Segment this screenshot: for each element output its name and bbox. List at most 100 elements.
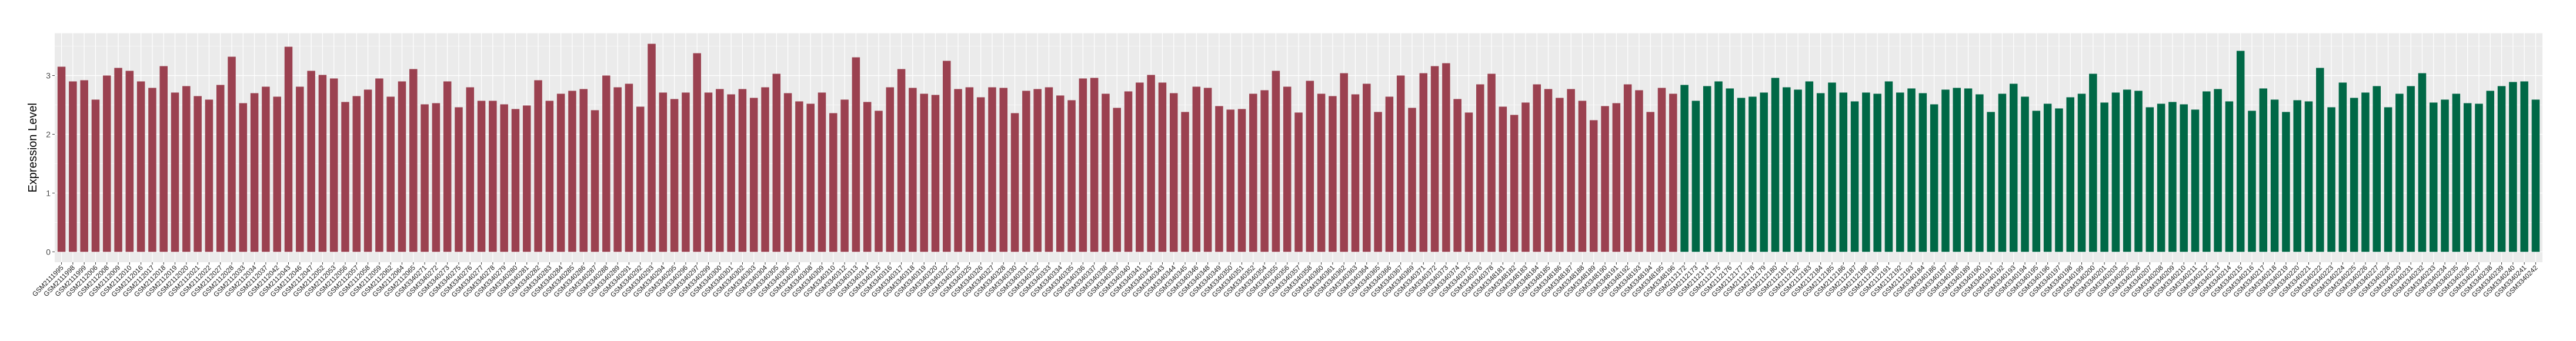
bar (2021, 96, 2029, 252)
bar (2327, 107, 2335, 252)
bar (1589, 120, 1598, 252)
bar (307, 71, 315, 252)
bar (556, 93, 565, 252)
bar (2418, 73, 2427, 252)
bar (159, 66, 168, 252)
bar (1010, 113, 1019, 252)
bar (1329, 96, 1337, 252)
bar (2111, 92, 2120, 252)
bar (2452, 93, 2461, 252)
bar (193, 96, 202, 252)
bar (443, 81, 452, 252)
bar (761, 87, 769, 252)
bar (931, 95, 940, 252)
bar (613, 87, 622, 252)
bar (296, 86, 304, 252)
bar (511, 109, 520, 252)
bar (489, 101, 497, 252)
bar (954, 89, 962, 252)
bar (1533, 84, 1541, 252)
bar (1363, 83, 1371, 252)
bar (1499, 106, 1507, 252)
bar (1272, 71, 1280, 252)
bar (1556, 98, 1564, 252)
bar (875, 111, 883, 252)
bar (228, 56, 236, 252)
bar (1521, 102, 1530, 252)
bar (863, 102, 872, 252)
bar (682, 92, 690, 252)
bar (2077, 93, 2086, 252)
bar (1158, 82, 1167, 252)
bar (1941, 89, 1950, 252)
bar (783, 93, 792, 252)
bar (1169, 93, 1178, 252)
bar (2134, 91, 2143, 252)
bar (727, 94, 735, 252)
bar (250, 93, 259, 252)
bar (2157, 103, 2165, 252)
bar (1907, 88, 1916, 252)
bar (1578, 101, 1587, 252)
bar (1783, 87, 1791, 252)
bar (976, 97, 985, 252)
bar (909, 88, 917, 252)
bar (2066, 97, 2074, 252)
bar (1816, 93, 1825, 252)
bar (341, 102, 349, 252)
bar (2270, 99, 2279, 252)
bar (1646, 112, 1654, 252)
bar (897, 69, 906, 252)
bar (999, 88, 1008, 252)
bar (2043, 103, 2052, 252)
bar (1067, 100, 1076, 252)
bar (602, 75, 610, 252)
bar (2293, 100, 2301, 252)
bar (2463, 103, 2472, 252)
bar (205, 99, 213, 252)
bar (1714, 81, 1723, 252)
bar (216, 85, 225, 252)
bar (1862, 92, 1870, 252)
bar (1805, 81, 1814, 252)
bar (421, 104, 429, 252)
bar (568, 91, 576, 252)
bar (2009, 83, 2018, 252)
bar (125, 71, 134, 252)
bar (1056, 95, 1065, 252)
bar (1726, 88, 1734, 252)
bar (1680, 85, 1689, 252)
bar (670, 99, 679, 252)
bar (318, 75, 327, 252)
bar (262, 86, 270, 252)
bar (1884, 81, 1893, 252)
y-tick-label: 2 (46, 129, 51, 139)
bar (659, 92, 668, 252)
bar (1998, 93, 2007, 252)
bar (1079, 78, 1087, 252)
bar (2100, 102, 2108, 252)
bar (1601, 106, 1609, 252)
bar (1351, 94, 1360, 252)
bar (579, 89, 588, 252)
y-tick-label: 3 (46, 71, 51, 80)
bar (2441, 99, 2449, 252)
bar (1113, 108, 1121, 252)
bar (1510, 115, 1519, 252)
bar (239, 103, 248, 252)
bar (1306, 81, 1314, 252)
bar (1476, 84, 1484, 252)
bar (1737, 98, 1746, 252)
bar (2282, 112, 2290, 252)
bar (363, 89, 372, 252)
bar (2429, 102, 2438, 252)
bar (1045, 87, 1053, 252)
y-tick-label: 0 (46, 247, 51, 256)
bar (1260, 90, 1269, 252)
bar (648, 44, 656, 252)
bar (1612, 103, 1621, 252)
bar (920, 93, 928, 252)
bar (2214, 89, 2222, 252)
bar (409, 69, 418, 252)
bar (2497, 86, 2506, 252)
